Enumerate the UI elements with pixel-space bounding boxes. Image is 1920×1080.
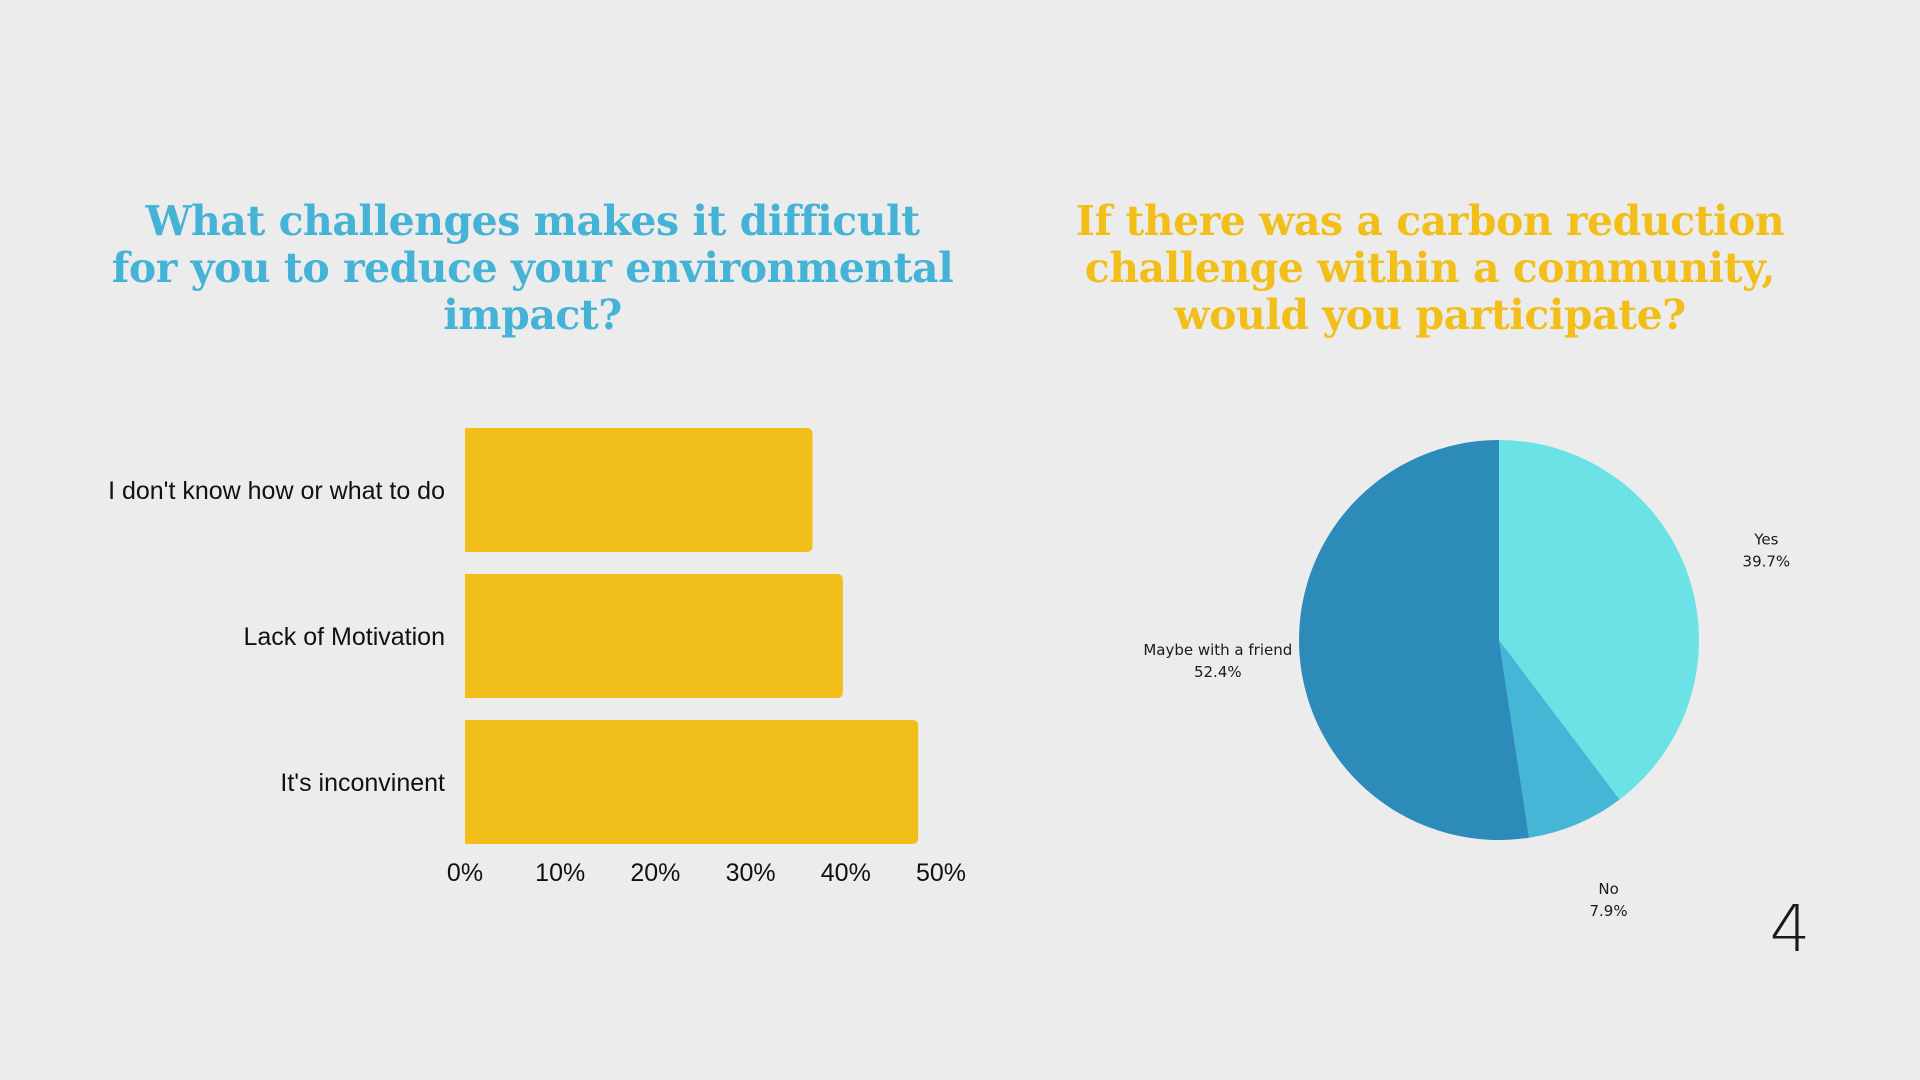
slice-value-label: 7.9% [1589, 902, 1627, 920]
x-tick-label: 30% [726, 859, 776, 887]
category-label: It's inconvinent [280, 769, 445, 797]
x-tick-label: 10% [535, 859, 585, 887]
bar [465, 574, 843, 698]
slice-label: Maybe with a friend [1143, 641, 1292, 659]
page-number: 4 [1769, 893, 1811, 967]
x-tick-label: 50% [916, 859, 966, 887]
pie-slice [1298, 440, 1530, 841]
bar-chart-title: What challenges makes it difficult for y… [111, 197, 954, 339]
x-tick-label: 0% [447, 859, 483, 887]
pie-slice [1499, 440, 1699, 800]
x-tick-label: 40% [821, 859, 871, 887]
slice-value-label: 52.4% [1194, 663, 1242, 681]
slice-label: No [1598, 880, 1618, 898]
pie-chart-title: If there was a carbon reduction challeng… [1075, 197, 1785, 339]
bar [465, 720, 919, 844]
x-tick-label: 20% [630, 859, 680, 887]
category-label: I don't know how or what to do [108, 477, 445, 505]
bar [465, 428, 813, 552]
slice-label: Yes [1753, 530, 1778, 548]
pie-slice [1499, 640, 1620, 838]
slice-value-label: 39.7% [1743, 552, 1791, 570]
category-label: Lack of Motivation [244, 623, 446, 651]
